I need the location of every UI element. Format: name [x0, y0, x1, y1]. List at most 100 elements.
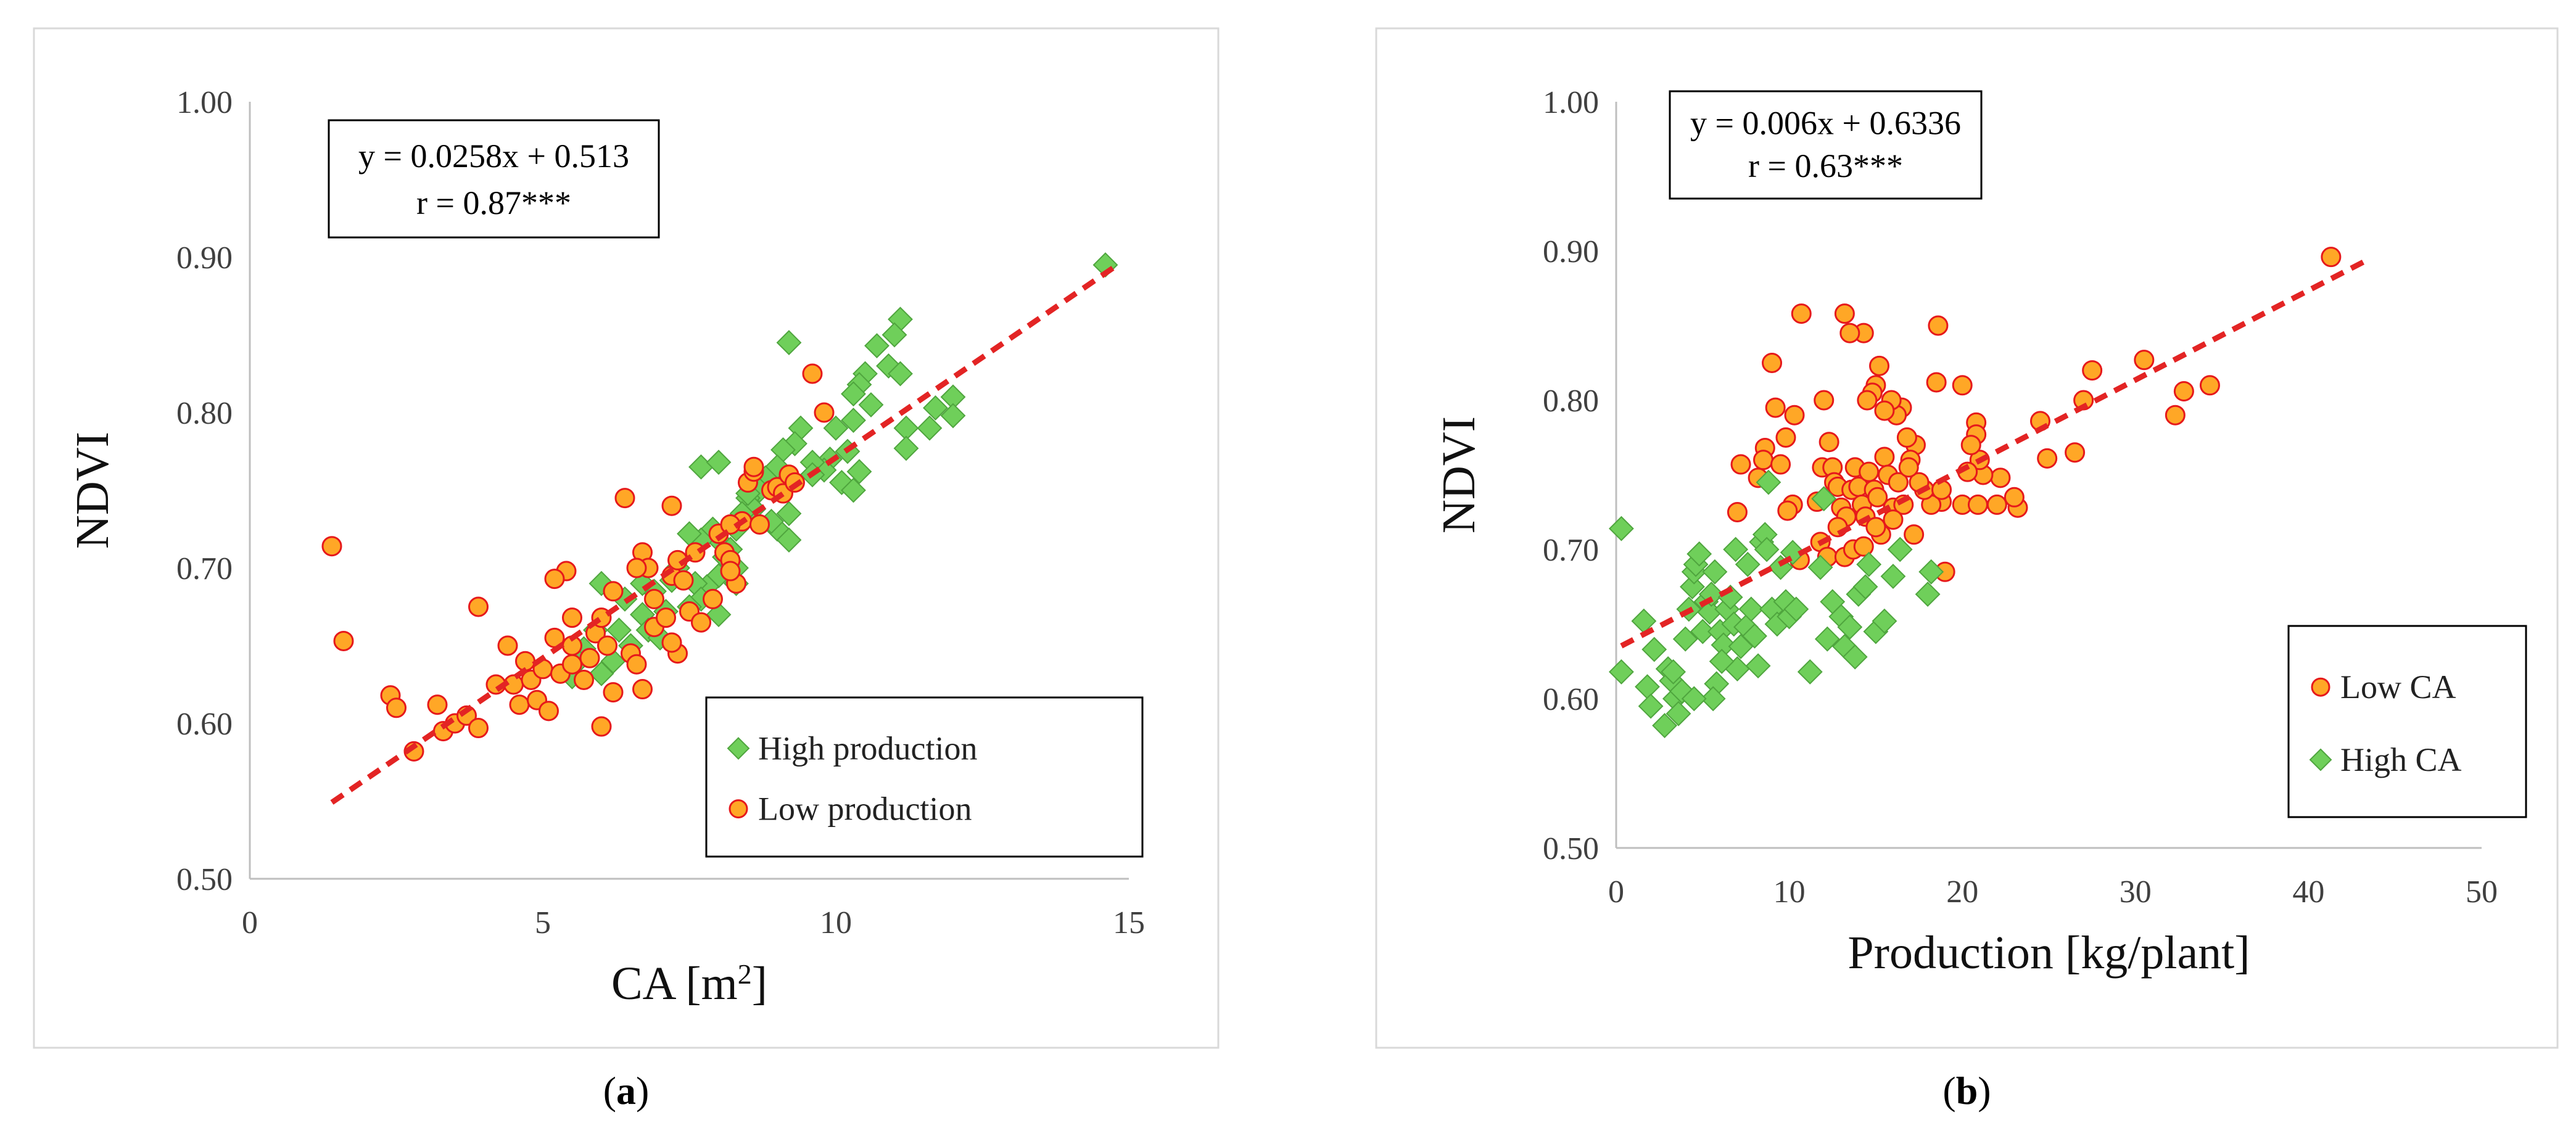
data-point: [841, 381, 866, 407]
data-point: [656, 607, 676, 628]
data-point: [841, 477, 866, 503]
x-axis-label-b: Production [kg/plant]: [1847, 927, 2250, 979]
data-point: [1834, 303, 1855, 324]
chart-panel-a: 0.50 0.60 0.70 0.80 0.90 1.00 0 5 10 15 NDVI CA [m2…: [0, 0, 1288, 1128]
data-point: [1814, 390, 1835, 411]
data-point: [720, 561, 741, 582]
data-point: [1730, 454, 1751, 475]
series-high-production: [559, 252, 1118, 689]
data-point: [940, 403, 966, 429]
data-point: [1986, 494, 2007, 515]
data-point: [1735, 551, 1761, 577]
data-point: [1765, 397, 1786, 418]
data-point: [1609, 659, 1634, 685]
legend-label: High CA: [2340, 741, 2462, 778]
data-point: [1635, 674, 1660, 700]
data-point: [1783, 596, 1809, 622]
data-point: [1837, 614, 1863, 640]
equation-box-a: [328, 119, 660, 239]
data-point: [1709, 649, 1735, 674]
x-tick-label: 0: [242, 905, 258, 940]
data-point: [1874, 400, 1895, 421]
data-point: [614, 488, 635, 509]
data-point: [1738, 596, 1764, 622]
data-point: [321, 536, 342, 557]
data-point: [1690, 619, 1715, 644]
data-point: [1960, 435, 1981, 456]
data-point: [632, 679, 653, 700]
series-high-ca: [1609, 469, 1944, 738]
data-point: [776, 527, 802, 553]
trendline-a: [330, 263, 1119, 805]
data-point: [802, 363, 823, 384]
data-point: [2134, 350, 2155, 371]
data-point: [706, 450, 732, 475]
data-point: [1818, 432, 1839, 453]
data-point: [2082, 360, 2103, 381]
x-tick-label: 50: [2466, 874, 2498, 910]
x-tick-label: 10: [1773, 874, 1806, 910]
scatter-chart-a: 0.50 0.60 0.70 0.80 0.90 1.00 0 5 10 15 NDVI CA [m2…: [33, 27, 1220, 1112]
data-point: [1952, 375, 1973, 396]
data-point: [1872, 608, 1897, 634]
data-point: [1915, 582, 1941, 607]
y-tick-label: 0.60: [176, 707, 233, 742]
data-point: [1680, 574, 1705, 599]
data-point: [1888, 472, 1909, 493]
data-point: [1770, 454, 1791, 475]
data-point: [597, 635, 617, 656]
data-point: [1652, 713, 1677, 738]
data-point: [1926, 372, 1947, 393]
data-point: [1887, 537, 1913, 562]
data-point: [1867, 487, 1888, 508]
data-point: [1702, 559, 1728, 585]
data-point: [1762, 353, 1783, 373]
y-axis-label-a: NDVI: [67, 432, 118, 549]
data-point: [1853, 536, 1874, 557]
data-point: [1661, 659, 1686, 685]
data-point: [823, 415, 849, 441]
data-point: [1869, 355, 1890, 376]
data-point: [776, 330, 802, 356]
data-point: [1681, 686, 1707, 712]
data-point: [1791, 303, 1812, 324]
data-point: [1797, 659, 1823, 685]
data-point: [2165, 405, 2186, 426]
data-point: [1641, 636, 1667, 662]
data-point: [841, 408, 866, 434]
data-point: [776, 501, 802, 527]
data-point: [333, 630, 354, 651]
trendline-b: [1620, 258, 2368, 649]
data-point: [1807, 554, 1833, 580]
series-low-production: [321, 363, 835, 762]
data-point: [626, 654, 647, 675]
y-tick-label: 0.90: [176, 241, 233, 276]
x-tick-label: 10: [820, 905, 852, 940]
data-point: [1686, 541, 1712, 567]
x-tick-label: 20: [1946, 874, 1978, 910]
r-value-text-b: r = 0.63***: [1748, 147, 1903, 184]
caption-a: (a): [603, 1069, 650, 1112]
data-point: [1928, 315, 1949, 336]
data-point: [1754, 537, 1780, 562]
data-point: [1883, 509, 1904, 530]
data-point: [386, 697, 407, 718]
data-point: [1638, 693, 1664, 719]
y-tick-label: 0.90: [1543, 234, 1599, 269]
legend-marker: [2309, 748, 2332, 771]
data-point: [1609, 516, 1634, 541]
data-point: [1990, 467, 2011, 488]
legend-marker: [2311, 677, 2330, 697]
data-point: [661, 632, 682, 653]
data-point: [1898, 457, 1919, 478]
y-tick-label: 0.70: [1543, 533, 1599, 568]
y-tick-label: 0.60: [1543, 682, 1599, 717]
data-point: [574, 669, 594, 690]
data-point: [1727, 502, 1748, 522]
data-point: [1918, 559, 1944, 585]
data-point: [691, 612, 711, 633]
x-tick-label: 30: [2120, 874, 2152, 910]
data-point: [2004, 487, 2025, 508]
data-point: [509, 694, 530, 715]
data-point: [893, 435, 919, 461]
